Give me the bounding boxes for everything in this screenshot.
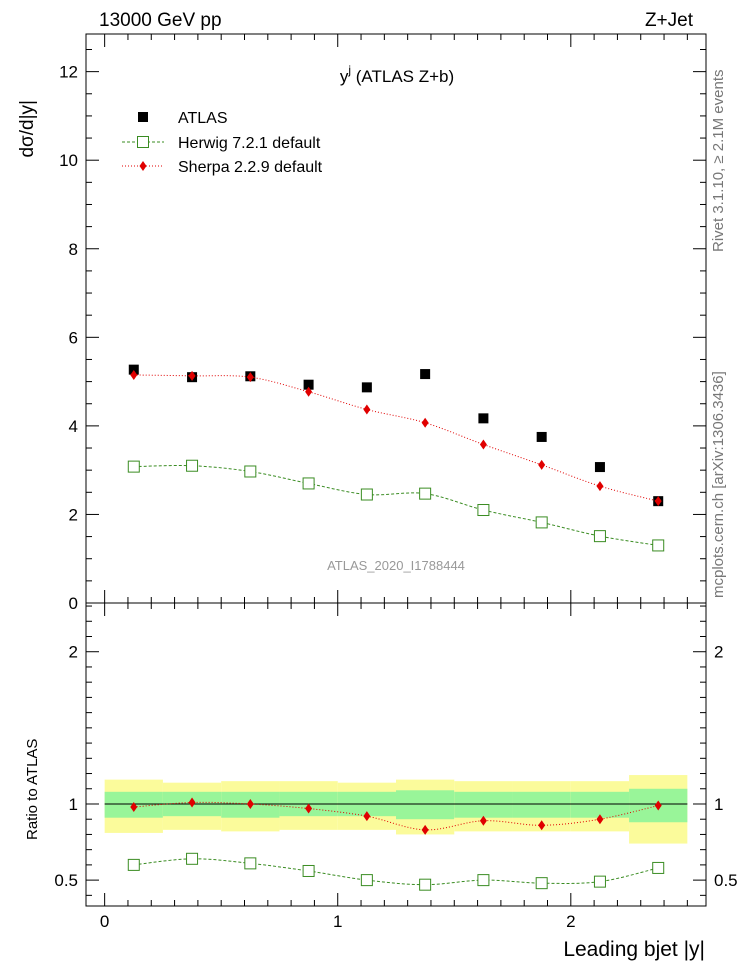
ratio-sherpa-point: [654, 800, 662, 811]
main-herwig-point: [302, 477, 315, 490]
main-sherpa-point: [305, 386, 313, 397]
y-tick-label: 8: [69, 240, 78, 259]
y-tick-label: 12: [59, 63, 78, 82]
main-herwig-point: [477, 504, 490, 517]
ratio-sherpa-point: [130, 802, 138, 813]
main-herwig-point: [535, 516, 548, 529]
main-herwig-point: [593, 530, 606, 543]
main-herwig-point: [244, 465, 257, 478]
legend-label-sherpa: Sherpa 2.2.9 default: [178, 159, 323, 176]
main-herwig-line: [133, 465, 659, 546]
main-sherpa-point: [479, 439, 487, 450]
ratio-sherpa-point: [246, 798, 254, 809]
y-tick-label: 0: [69, 594, 78, 613]
main-sherpa-point: [654, 496, 662, 507]
x-tick-label: 0: [100, 912, 109, 931]
ratio-stat-uncertainty-band: [512, 791, 571, 818]
ratio-sherpa-point: [305, 803, 313, 814]
y-tick-label: 6: [69, 328, 78, 347]
main-atlas-point: [594, 462, 605, 473]
main-atlas-point: [420, 369, 431, 380]
legend-entry-atlas: ATLAS: [138, 110, 228, 127]
ratio-herwig-point: [477, 874, 490, 887]
ratio-sherpa-point: [421, 824, 429, 835]
main-herwig-point: [652, 539, 665, 552]
ratio-herwig-point: [419, 878, 432, 891]
ratio-herwig-point: [593, 875, 606, 888]
ratio-sherpa-point: [596, 814, 604, 825]
main-atlas-point: [478, 413, 489, 424]
ratio-stat-uncertainty-band: [454, 791, 513, 818]
ratio-y-tick-label: 1: [69, 795, 78, 814]
main-atlas-point: [128, 364, 139, 375]
main-plot-panel: 0 2 4 6 8 10 12: [59, 33, 707, 613]
plot-title: yj (ATLAS Z+b): [340, 63, 454, 86]
y-axis-label: dσ/d|y|: [17, 100, 38, 158]
y-tick-label: 10: [59, 151, 78, 170]
x-tick-label: 1: [333, 912, 342, 931]
main-sherpa-point: [538, 459, 546, 470]
legend-label-herwig: Herwig 7.2.1 default: [178, 135, 321, 152]
ratio-plot-frame: [85, 602, 707, 907]
main-atlas-point: [303, 379, 314, 390]
legend: ATLAS Herwig 7.2.1 default Sherpa 2.2.9 …: [122, 110, 323, 176]
rivet-note: Rivet 3.1.10, ≥ 2.1M events: [710, 70, 727, 253]
plot-title-rest: (ATLAS Z+b): [351, 67, 454, 86]
y-tick-label: 4: [69, 417, 78, 436]
main-sherpa-point: [130, 369, 138, 380]
ratio-sherpa-point: [538, 820, 546, 831]
main-atlas-point: [536, 431, 547, 442]
ratio-sherpa-point: [363, 811, 371, 822]
plot-title-main: y: [340, 67, 349, 86]
main-sherpa-point: [421, 417, 429, 428]
ratio-sherpa-point: [479, 815, 487, 826]
ratio-stat-uncertainty-band: [570, 791, 630, 818]
ratio-sherpa-line: [133, 801, 659, 831]
ratio-y-tick-label: 2: [69, 643, 78, 662]
main-sherpa-point: [596, 481, 604, 492]
ratio-stat-uncertainty-band: [396, 790, 455, 820]
ratio-herwig-line: [133, 858, 659, 886]
ratio-herwig-point: [186, 852, 199, 865]
x-axis-label: Leading bjet |y|: [563, 938, 705, 961]
legend-label-atlas: ATLAS: [178, 110, 228, 127]
x-tick-label: 2: [566, 912, 575, 931]
main-sherpa-point: [246, 372, 254, 383]
process-label: Z+Jet: [645, 10, 694, 31]
ratio-herwig-point: [302, 864, 315, 877]
main-atlas-point: [361, 382, 372, 393]
main-herwig-point: [186, 459, 199, 472]
main-sherpa-point: [188, 370, 196, 381]
ratio-herwig-point: [127, 858, 140, 871]
main-sherpa-point: [363, 404, 371, 415]
main-herwig-point: [127, 460, 140, 473]
ratio-y-tick-label-right: 2: [714, 643, 723, 662]
ratio-sherpa-point: [188, 797, 196, 808]
ratio-herwig-point: [244, 857, 257, 870]
ratio-y-axis-label: Ratio to ATLAS: [24, 739, 41, 840]
main-herwig-point: [419, 487, 432, 500]
legend-marker-sherpa: [139, 161, 147, 171]
legend-entry-herwig: Herwig 7.2.1 default: [122, 135, 321, 152]
legend-entry-sherpa: Sherpa 2.2.9 default: [122, 159, 323, 176]
legend-marker-herwig: [137, 136, 149, 148]
ratio-y-tick-label-right: 1: [714, 795, 723, 814]
plot-title-sup: j: [347, 63, 351, 77]
analysis-id: ATLAS_2020_I1788444: [327, 558, 465, 573]
ratio-plot-panel: 0 1 2 0.5 0.5 1 1 2 2: [54, 602, 738, 931]
ratio-y-tick-label: 0.5: [54, 871, 78, 890]
main-sherpa-line: [133, 374, 659, 502]
ratio-herwig-point: [535, 877, 548, 890]
y-tick-label: 2: [69, 505, 78, 524]
ratio-herwig-point: [652, 861, 665, 874]
main-herwig-point: [360, 488, 373, 501]
mcplots-note: mcplots.cern.ch [arXiv:1306.3436]: [710, 371, 727, 598]
legend-marker-atlas: [138, 112, 148, 122]
ratio-y-tick-label-right: 0.5: [714, 871, 738, 890]
ratio-herwig-point: [360, 874, 373, 887]
energy-label: 13000 GeV pp: [99, 10, 222, 31]
